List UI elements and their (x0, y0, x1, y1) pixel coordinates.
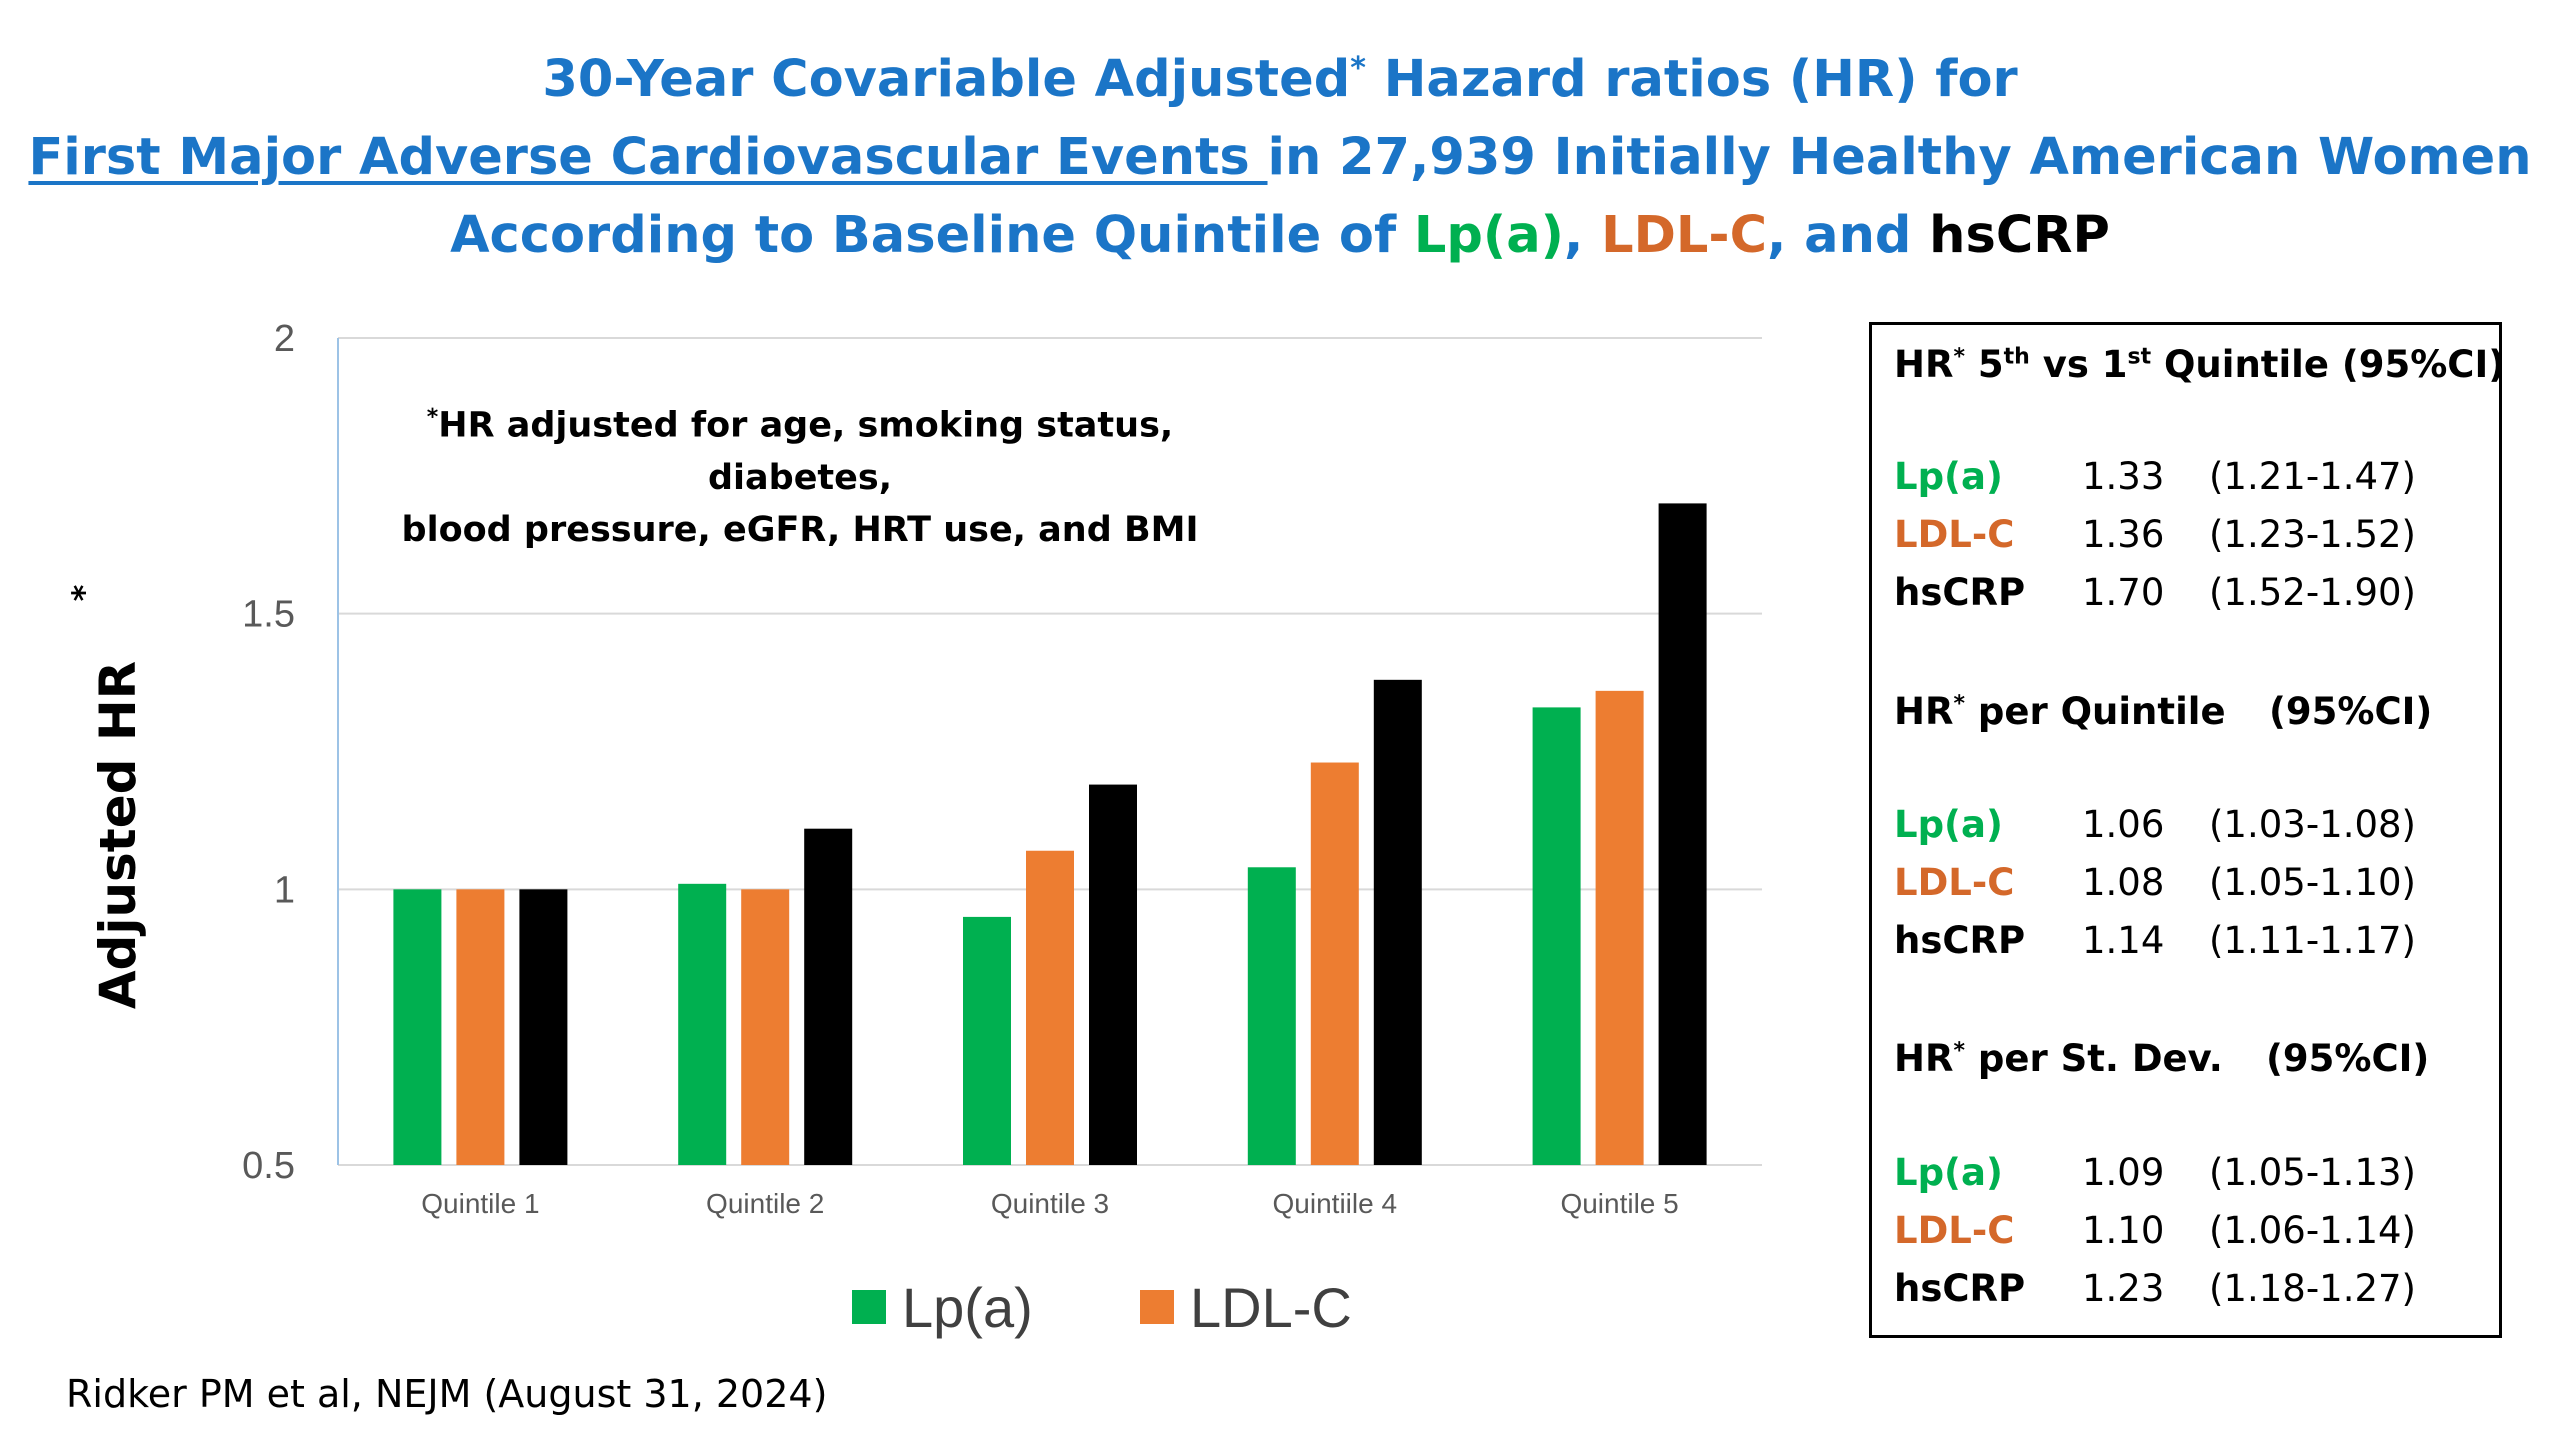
legend-label: LDL-C (1190, 1276, 1352, 1339)
y-tick-label: 2 (274, 318, 295, 360)
x-category-label: Quintile 1 (421, 1188, 539, 1219)
x-category-label: Quintile 3 (991, 1188, 1109, 1219)
y-tick-label: 1.5 (242, 594, 295, 636)
adjustment-note: *HR adjusted for age, smoking status, di… (401, 405, 1199, 550)
bar (1658, 503, 1707, 1165)
bar (1532, 707, 1581, 1165)
title-line-2: First Major Adverse Cardiovascular Event… (28, 128, 2532, 187)
hr-summary-panel: HR* 5th vs 1st Quintile (95%CI) Lp(a) 1.3… (1869, 322, 2506, 1338)
bar (804, 828, 853, 1165)
bar (1026, 850, 1074, 1165)
bar (393, 889, 442, 1165)
chart-title: 30-Year Covariable Adjusted* Hazard rati… (0, 30, 2560, 275)
bar (1310, 762, 1359, 1165)
bar (519, 889, 568, 1165)
bar (963, 916, 1011, 1165)
bars (393, 503, 1707, 1165)
legend: Lp(a) LDL-C (852, 1276, 1352, 1339)
bar (1089, 784, 1137, 1165)
legend-swatch (852, 1290, 886, 1324)
bar (1247, 867, 1296, 1165)
x-category-label: Quintile 2 (706, 1188, 824, 1219)
section-heading-per-quintile: HR* per Quintile (95%CI) (1894, 690, 2433, 733)
bar (678, 883, 727, 1165)
section-heading-5th-vs-1st: HR* 5th vs 1st Quintile (95%CI) (1894, 343, 2506, 386)
bar (1595, 690, 1644, 1165)
bar (741, 889, 790, 1165)
y-axis-label: Adjusted HR (89, 661, 147, 1009)
y-tick-label: 1 (274, 869, 295, 911)
legend-swatch (1140, 1290, 1174, 1324)
section-heading-per-st-dev: HR* per St. Dev. (95%CI) (1894, 1037, 2430, 1080)
title-line-3: According to Baseline Quintile of Lp(a),… (450, 206, 2110, 265)
x-category-label: Quintiile 4 (1273, 1188, 1398, 1219)
bar (456, 889, 505, 1165)
category-labels: Quintile 1 Quintile 2 Quintile 3 Quintiile … (421, 1188, 1678, 1219)
title-line-1: 30-Year Covariable Adjusted* Hazard rati… (542, 50, 2018, 109)
y-tick-label: 0.5 (242, 1145, 295, 1187)
x-category-label: Quintile 5 (1560, 1188, 1678, 1219)
source-citation: Ridker PM et al, NEJM (August 31, 2024) (66, 1372, 828, 1416)
y-tick-labels: 0.5 1 1.5 2 (242, 318, 295, 1187)
bar (1373, 679, 1422, 1165)
y-axis-label-asterisk: * (65, 584, 103, 601)
legend-label: Lp(a) (902, 1276, 1033, 1339)
